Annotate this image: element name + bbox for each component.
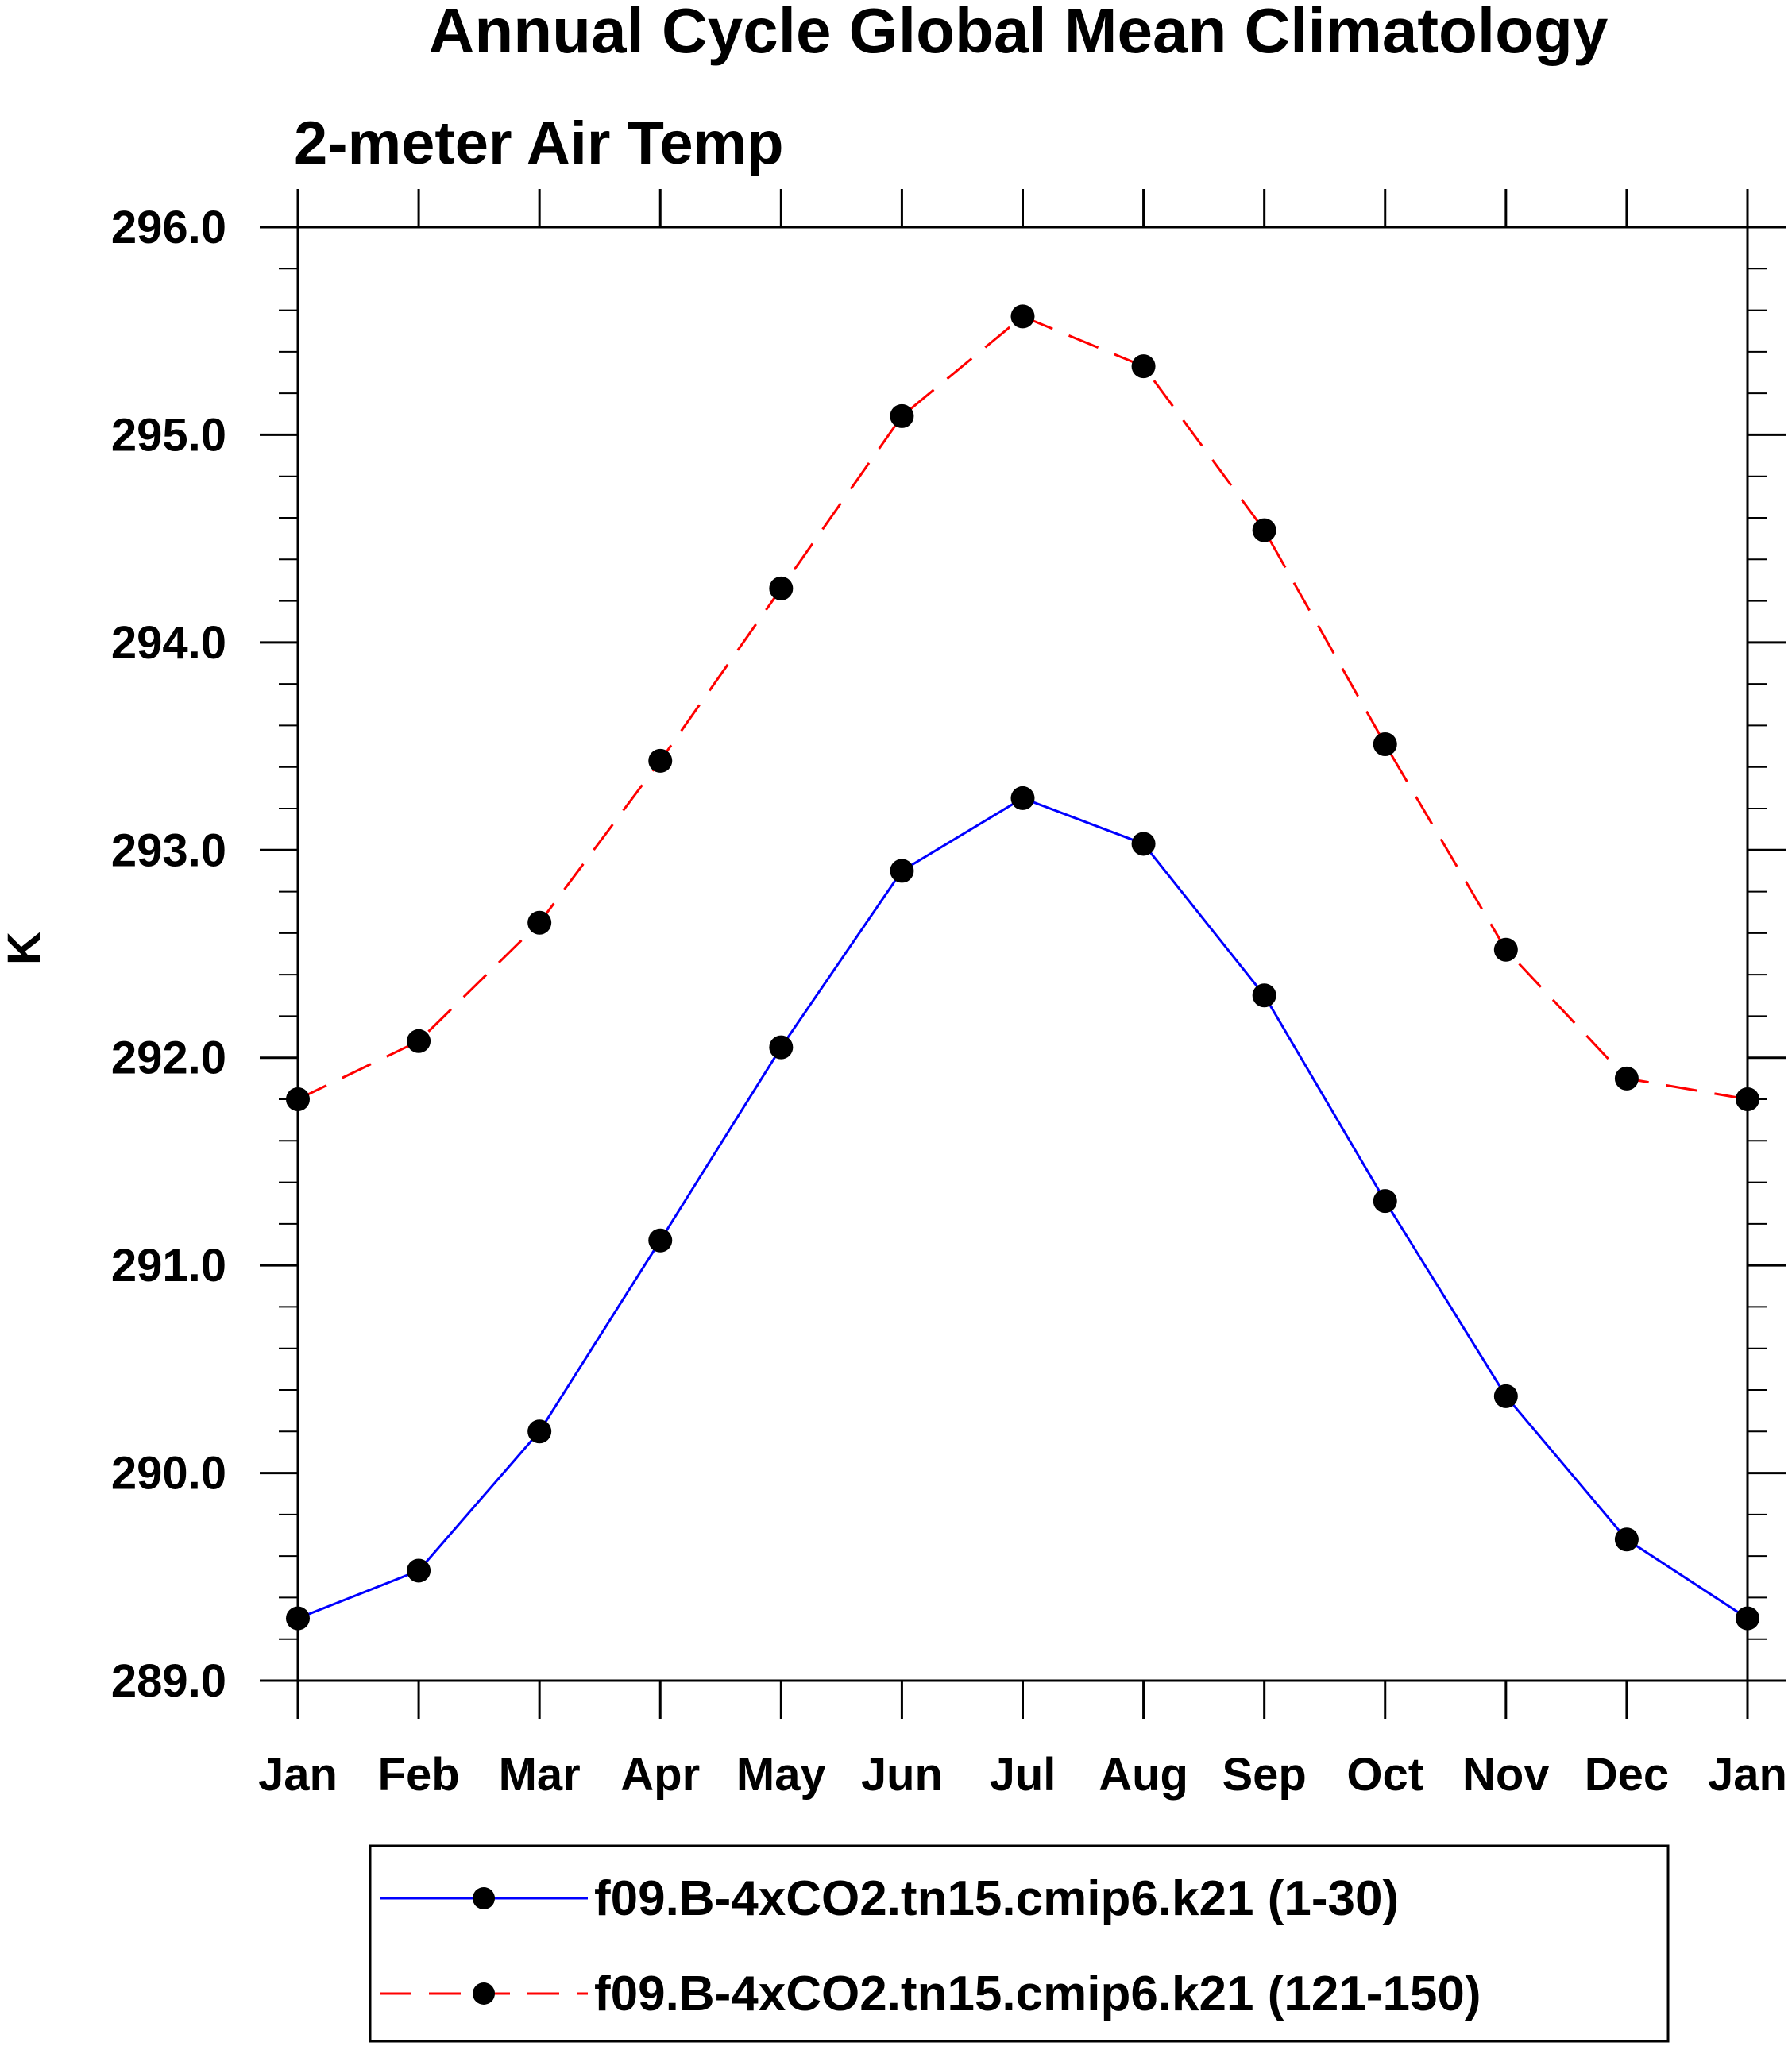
data-point xyxy=(407,1029,431,1053)
legend-label-series-2: f09.B-4xCO2.tn15.cmip6.k21 (121-150) xyxy=(594,1967,1481,2021)
series-line xyxy=(297,797,1748,1619)
y-tick-label: 291.0 xyxy=(111,1240,226,1291)
data-point xyxy=(1131,832,1156,856)
series-2 xyxy=(286,304,1759,1111)
series-line xyxy=(297,315,1748,1101)
x-tick-label: May xyxy=(736,1749,826,1801)
data-point xyxy=(1736,1087,1759,1111)
data-point xyxy=(890,859,914,883)
x-tick-label: Jan xyxy=(258,1749,338,1801)
legend-marker-series-1 xyxy=(473,1887,495,1909)
data-point xyxy=(407,1558,431,1583)
data-point xyxy=(769,1035,794,1060)
y-tick-label: 289.0 xyxy=(111,1655,226,1707)
data-point xyxy=(1614,1527,1639,1552)
legend-label-series-1: f09.B-4xCO2.tn15.cmip6.k21 (1-30) xyxy=(594,1871,1399,1926)
x-tick-label: Feb xyxy=(378,1749,460,1801)
chart-title: Annual Cycle Global Mean Climatology xyxy=(429,0,1609,66)
data-point xyxy=(648,1228,673,1253)
data-point xyxy=(1252,983,1276,1008)
data-point xyxy=(1010,304,1035,329)
axes: 289.0 290.0 291.0 292.0 293.0 294.0 295.0 296.0… xyxy=(111,189,1787,1801)
data-point xyxy=(1131,354,1156,379)
y-tick-label: 293.0 xyxy=(111,824,226,876)
y-axis-label: K xyxy=(0,932,50,965)
data-point xyxy=(1493,937,1518,962)
y-tick-label: 295.0 xyxy=(111,409,226,461)
legend-marker-series-2 xyxy=(473,1982,495,2005)
y-tick-label: 292.0 xyxy=(111,1033,226,1084)
data-point xyxy=(1493,1384,1518,1408)
x-tick-label: Jan xyxy=(1708,1749,1787,1801)
data-point xyxy=(1252,518,1276,542)
x-tick-label: Aug xyxy=(1099,1749,1188,1801)
y-tick-label: 296.0 xyxy=(111,202,226,253)
data-point xyxy=(769,576,794,600)
y-tick-label: 290.0 xyxy=(111,1448,226,1500)
x-tick-label: Oct xyxy=(1346,1749,1423,1801)
series-1 xyxy=(286,786,1759,1631)
chart-subtitle: 2-meter Air Temp xyxy=(294,110,784,177)
plot-series xyxy=(286,304,1759,1631)
plot-frame xyxy=(296,226,1749,1682)
data-point xyxy=(890,403,914,428)
x-tick-label: Nov xyxy=(1462,1749,1550,1801)
data-point xyxy=(286,1087,310,1111)
legend-box xyxy=(369,1844,1670,2043)
data-point xyxy=(286,1606,310,1631)
y-tick-label: 294.0 xyxy=(111,617,226,669)
data-point xyxy=(527,910,552,935)
x-tick-label: Mar xyxy=(499,1749,581,1801)
data-point xyxy=(1010,786,1035,810)
data-point xyxy=(1614,1066,1639,1091)
legend: f09.B-4xCO2.tn15.cmip6.k21 (1-30) f09.B-… xyxy=(369,1844,1670,2043)
x-tick-label: Jun xyxy=(861,1749,943,1801)
data-point xyxy=(527,1419,552,1444)
data-point xyxy=(648,748,673,773)
data-point xyxy=(1736,1606,1759,1631)
x-tick-label: Sep xyxy=(1222,1749,1306,1801)
x-tick-label: Jul xyxy=(990,1749,1056,1801)
x-tick-label: Dec xyxy=(1585,1749,1669,1801)
data-point xyxy=(1373,1189,1397,1214)
data-point xyxy=(1373,732,1397,756)
x-tick-label: Apr xyxy=(620,1749,700,1801)
